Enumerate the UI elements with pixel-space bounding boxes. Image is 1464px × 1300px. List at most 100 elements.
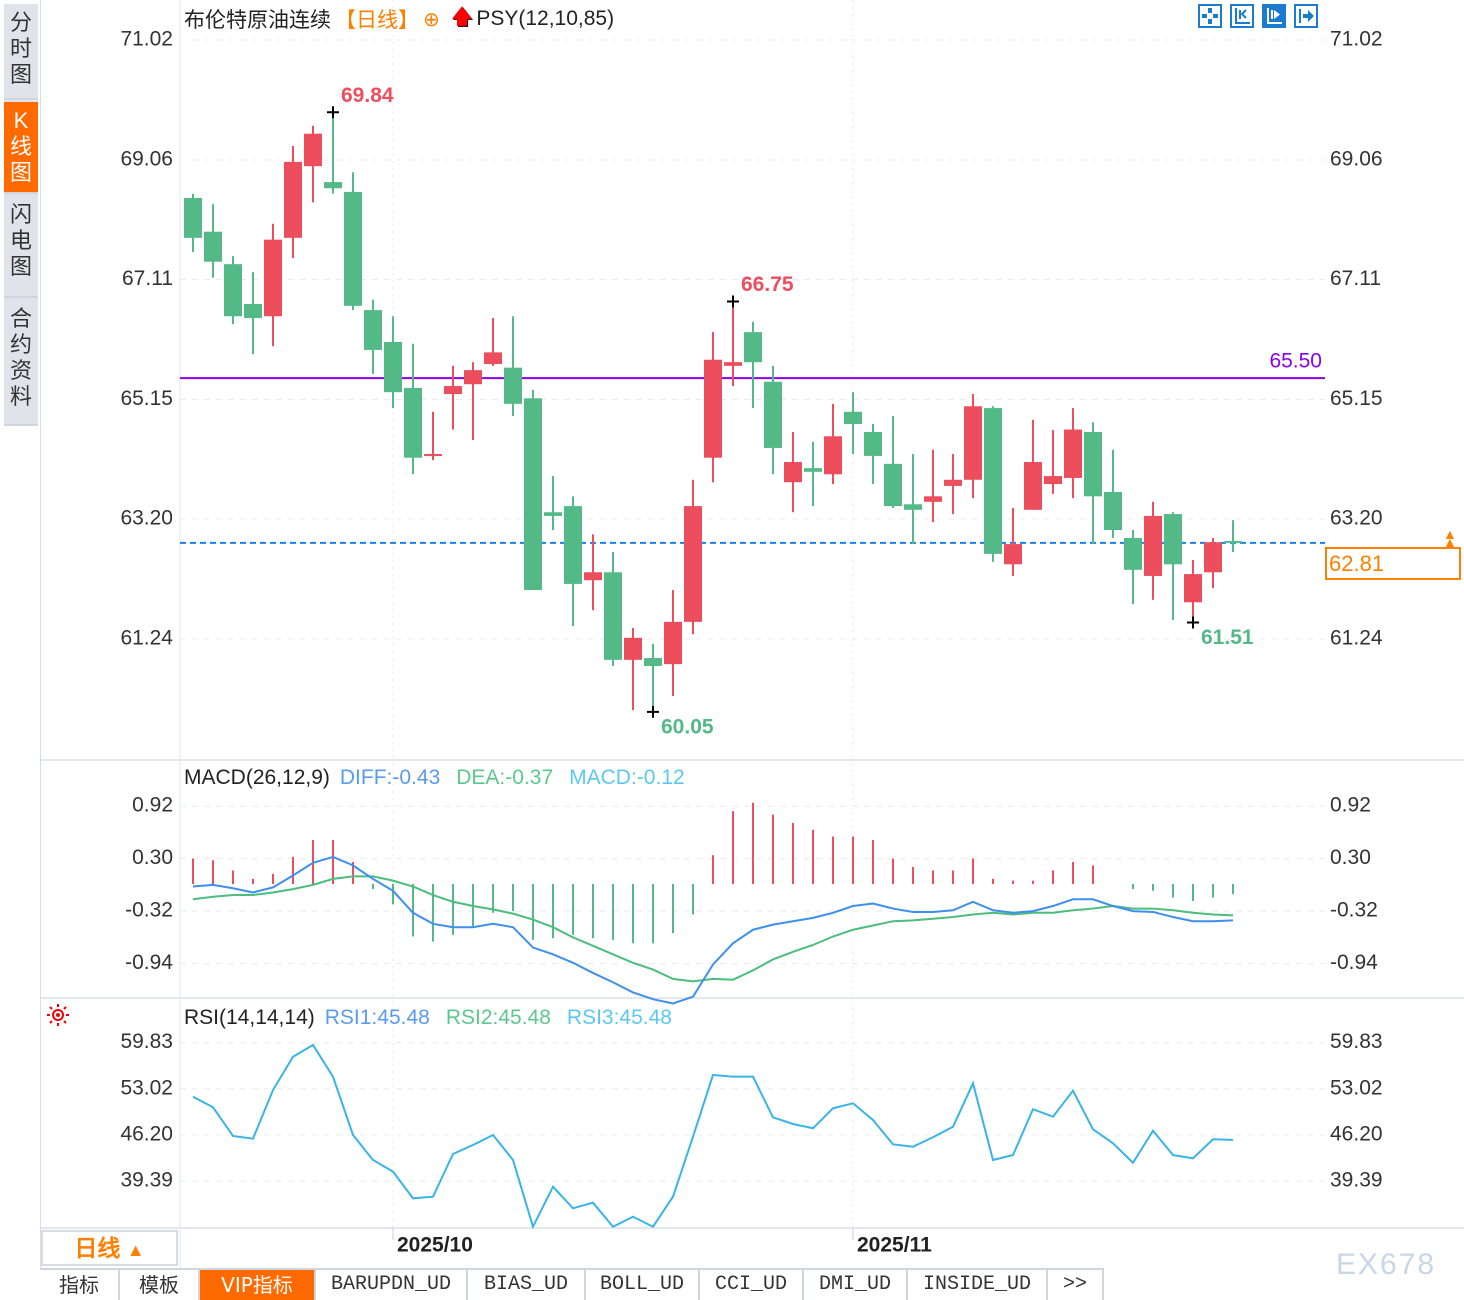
price-axis-label-right: 63.20 [1330, 507, 1383, 530]
candle-body[interactable] [1104, 492, 1122, 530]
candle-body[interactable] [1004, 544, 1022, 565]
high-price-label: 66.75 [741, 273, 794, 296]
period-label[interactable]: 【日线】 [335, 9, 419, 32]
macd-axis-label-left: -0.32 [125, 899, 173, 922]
candle-body[interactable] [864, 432, 882, 456]
candle-body[interactable] [364, 310, 382, 350]
settings-sun-icon[interactable] [46, 1003, 70, 1027]
tab-bias-ud[interactable]: BIAS_UD [468, 1268, 586, 1300]
candle-body[interactable] [404, 387, 422, 458]
divider [40, 0, 41, 1270]
candle-body[interactable] [944, 479, 962, 486]
candle-body[interactable] [1184, 574, 1202, 603]
candle-body[interactable] [824, 436, 842, 475]
candle-body[interactable] [344, 191, 362, 306]
candle-body[interactable] [464, 370, 482, 385]
candle-body[interactable] [184, 198, 202, 238]
candle-body[interactable] [624, 637, 642, 660]
crosshair-icon[interactable] [1198, 4, 1222, 28]
candle-body[interactable] [504, 367, 522, 404]
candle-body[interactable] [644, 658, 662, 666]
candle-body[interactable] [1064, 429, 1082, 478]
range-select-icon[interactable] [1230, 4, 1254, 28]
tab-more[interactable]: >> [1048, 1268, 1104, 1300]
watermark: EX678 [1336, 1248, 1437, 1281]
sidebar-tab-kline[interactable]: K线图 [4, 102, 38, 194]
zoom-range-icon[interactable] [1262, 4, 1286, 28]
date-label: 2025/11 [857, 1234, 932, 1257]
date-label: 2025/10 [397, 1234, 473, 1257]
tab-dmi-ud[interactable]: DMI_UD [804, 1268, 908, 1300]
candle-body[interactable] [204, 231, 222, 262]
tab-indicators[interactable]: 指标 [40, 1268, 120, 1300]
rsi-line [192, 1043, 1234, 1230]
red-up-arrow-icon[interactable]: 🡅 [451, 6, 473, 28]
candle-body[interactable] [1024, 462, 1042, 510]
rsi3-value: RSI3:45.48 [566, 1006, 672, 1029]
candle-body[interactable] [804, 468, 822, 472]
candle-body[interactable] [324, 182, 342, 189]
macd-axis-label-right: 0.92 [1330, 794, 1371, 817]
candle-body[interactable] [284, 161, 302, 238]
candle-body[interactable] [424, 454, 442, 457]
sidebar-tab-flash[interactable]: 闪电图 [4, 196, 38, 298]
candle-body[interactable] [964, 406, 982, 480]
candle-body[interactable] [244, 303, 262, 319]
candle-body[interactable] [664, 621, 682, 665]
tab-cci-ud[interactable]: CCI_UD [700, 1268, 804, 1300]
macd-axis-label-right: 0.30 [1330, 846, 1371, 869]
period-selector[interactable]: 日线 ▲ [41, 1230, 178, 1266]
macd-title[interactable]: MACD(26,12,9) [184, 766, 330, 789]
rsi-axis-label-left: 46.20 [120, 1123, 173, 1146]
candle-body[interactable] [724, 362, 742, 366]
candle-body[interactable] [564, 506, 582, 584]
candle-body[interactable] [544, 512, 562, 516]
macd-dea-value: DEA:-0.37 [456, 766, 554, 789]
macd-diff-value: DIFF:-0.43 [339, 766, 441, 789]
rsi1-value: RSI1:45.48 [324, 1006, 430, 1029]
circle-plus-icon[interactable]: ⊕ [423, 8, 440, 31]
rsi-title[interactable]: RSI(14,14,14) [184, 1006, 315, 1029]
candle-body[interactable] [764, 381, 782, 448]
candle-body[interactable] [264, 239, 282, 317]
candle-body[interactable] [904, 504, 922, 510]
candle-body[interactable] [384, 341, 402, 393]
candle-body[interactable] [1084, 432, 1102, 497]
candle-body[interactable] [684, 506, 702, 622]
candle-body[interactable] [744, 332, 762, 363]
candle-body[interactable] [604, 572, 622, 660]
candle-body[interactable] [984, 408, 1002, 554]
jump-to-latest-icon[interactable] [1294, 4, 1318, 28]
candle-body[interactable] [224, 264, 242, 317]
sidebar-tab-contract-info[interactable]: 合约资料 [4, 300, 38, 426]
tab-boll-ud[interactable]: BOLL_UD [586, 1268, 700, 1300]
candle-body[interactable] [484, 352, 502, 365]
candle-body[interactable] [924, 496, 942, 502]
chart-header: 布伦特原油连续 【日线】 ⊕ 🡅 PSY(12,10,85) [184, 4, 614, 34]
candle-body[interactable] [1144, 515, 1162, 576]
tab-inside-ud[interactable]: INSIDE_UD [908, 1268, 1048, 1300]
indicator-label[interactable]: PSY(12,10,85) [476, 7, 615, 30]
candle-body[interactable] [784, 462, 802, 483]
candle-body[interactable] [1044, 476, 1062, 485]
candle-body[interactable] [1164, 514, 1182, 565]
candle-body[interactable] [704, 359, 722, 458]
tab-barupdn-ud[interactable]: BARUPDN_UD [316, 1268, 468, 1300]
indicator-tabs: 指标 模板 VIP指标 BARUPDN_UD BIAS_UD BOLL_UD C… [40, 1268, 1104, 1300]
candle-body[interactable] [884, 463, 902, 507]
double-up-arrow-icon[interactable]: ▲ ▲ [1443, 526, 1457, 550]
tab-vip-indicators[interactable]: VIP指标 [200, 1268, 316, 1300]
candle-body[interactable] [524, 398, 542, 591]
tab-templates[interactable]: 模板 [120, 1268, 200, 1300]
candle-body[interactable] [444, 386, 462, 395]
candle-body[interactable] [1224, 541, 1242, 544]
candle-body[interactable] [1124, 537, 1142, 570]
candle-body[interactable] [304, 133, 322, 167]
rsi-axis-label-left: 59.83 [120, 1030, 173, 1053]
sidebar-tab-timeshare[interactable]: 分时图 [4, 4, 38, 100]
rsi-axis-label-right: 46.20 [1330, 1123, 1383, 1146]
candle-body[interactable] [584, 572, 602, 581]
candle-body[interactable] [844, 411, 862, 425]
candle-body[interactable] [1204, 542, 1222, 573]
